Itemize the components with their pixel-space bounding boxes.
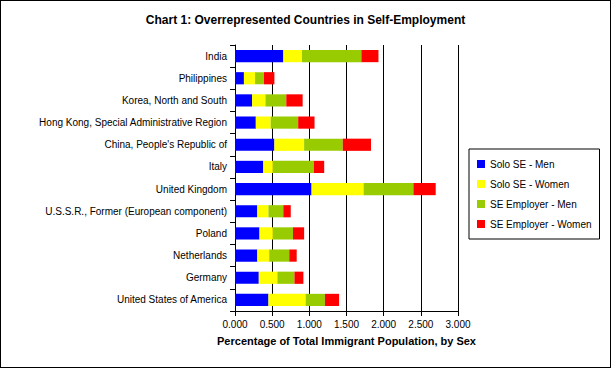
svg-text:Solo SE - Men: Solo SE - Men (490, 159, 554, 170)
svg-text:2.500: 2.500 (408, 319, 433, 330)
svg-text:0.500: 0.500 (260, 319, 285, 330)
svg-text:1.000: 1.000 (297, 319, 322, 330)
svg-text:India: India (205, 51, 227, 62)
svg-text:Netherlands: Netherlands (173, 250, 227, 261)
svg-text:SE Employer - Men: SE Employer - Men (490, 199, 577, 210)
svg-text:United Kingdom: United Kingdom (156, 184, 227, 195)
svg-text:Italy: Italy (209, 161, 227, 172)
svg-text:China, People's Republic of: China, People's Republic of (104, 139, 227, 150)
svg-text:2.000: 2.000 (371, 319, 396, 330)
svg-text:Solo SE - Women: Solo SE - Women (490, 179, 569, 190)
svg-text:Hong Kong, Special Administrat: Hong Kong, Special Administrative Region (39, 117, 227, 128)
svg-text:United States of America: United States of America (117, 294, 227, 305)
svg-text:SE Employer - Women: SE Employer - Women (490, 219, 592, 230)
svg-text:Poland: Poland (196, 228, 227, 239)
svg-text:Chart 1: Overrepresented Count: Chart 1: Overrepresented Countries in Se… (146, 13, 465, 27)
svg-text:Philippines: Philippines (179, 73, 227, 84)
svg-text:Percentage of Total Immigrant: Percentage of Total Immigrant Population… (217, 335, 477, 347)
svg-text:Germany: Germany (186, 272, 227, 283)
svg-text:3.000: 3.000 (445, 319, 470, 330)
svg-text:0.000: 0.000 (222, 319, 247, 330)
svg-text:U.S.S.R., Former (European com: U.S.S.R., Former (European component) (45, 206, 227, 217)
svg-text:Korea, North and South: Korea, North and South (122, 95, 227, 106)
svg-text:1.500: 1.500 (334, 319, 359, 330)
